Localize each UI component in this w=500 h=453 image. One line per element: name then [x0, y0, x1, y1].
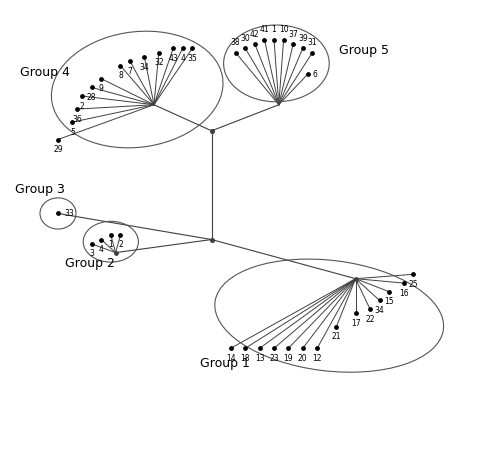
Text: 17: 17	[351, 319, 360, 328]
Point	[169, 44, 177, 52]
Point	[68, 119, 76, 126]
Text: Group 2: Group 2	[65, 257, 115, 270]
Point	[112, 249, 120, 256]
Text: 3: 3	[89, 249, 94, 258]
Text: 4: 4	[180, 54, 185, 63]
Point	[88, 240, 96, 247]
Point	[352, 275, 360, 282]
Text: 1: 1	[272, 25, 276, 34]
Text: 30: 30	[240, 34, 250, 43]
Text: 37: 37	[288, 29, 298, 39]
Text: 34: 34	[140, 63, 149, 72]
Point	[270, 345, 278, 352]
Point	[88, 84, 96, 91]
Text: 7: 7	[128, 67, 132, 76]
Point	[352, 310, 360, 317]
Point	[366, 305, 374, 313]
Text: Group 4: Group 4	[20, 66, 70, 79]
Text: 19: 19	[284, 354, 293, 363]
Text: 5: 5	[70, 128, 75, 137]
Point	[179, 44, 187, 52]
Text: 25: 25	[408, 280, 418, 289]
Text: 9: 9	[99, 84, 103, 93]
Text: 14: 14	[226, 354, 235, 363]
Text: 20: 20	[298, 354, 308, 363]
Text: 39: 39	[298, 34, 308, 43]
Point	[155, 49, 163, 56]
Point	[409, 271, 417, 278]
Point	[280, 36, 287, 43]
Point	[208, 236, 216, 243]
Point	[304, 71, 312, 78]
Point	[188, 44, 196, 52]
Point	[284, 345, 292, 352]
Text: 13: 13	[255, 354, 264, 363]
Point	[208, 127, 216, 135]
Point	[241, 345, 249, 352]
Text: 38: 38	[231, 39, 240, 47]
Text: 2: 2	[80, 101, 84, 111]
Point	[107, 231, 115, 239]
Point	[54, 210, 62, 217]
Text: Group 3: Group 3	[15, 183, 64, 196]
Text: 21: 21	[332, 332, 341, 341]
Point	[256, 345, 264, 352]
Point	[54, 136, 62, 143]
Text: 31: 31	[308, 39, 317, 47]
Text: Group 1: Group 1	[200, 357, 250, 370]
Point	[97, 75, 105, 82]
Text: 29: 29	[53, 145, 63, 154]
Point	[251, 40, 259, 48]
Text: 23: 23	[269, 354, 279, 363]
Point	[232, 49, 239, 56]
Point	[116, 62, 124, 69]
Text: 28: 28	[87, 93, 97, 102]
Text: 4: 4	[99, 245, 103, 254]
Text: 36: 36	[72, 115, 82, 124]
Text: 6: 6	[312, 70, 318, 79]
Point	[73, 106, 81, 113]
Text: 34: 34	[374, 306, 384, 315]
Text: 12: 12	[312, 354, 322, 363]
Point	[385, 288, 393, 295]
Point	[241, 44, 249, 52]
Text: 43: 43	[168, 54, 178, 63]
Text: 18: 18	[240, 354, 250, 363]
Text: 15: 15	[384, 297, 394, 306]
Point	[227, 345, 235, 352]
Text: 35: 35	[188, 54, 198, 63]
Point	[78, 92, 86, 100]
Point	[116, 231, 124, 239]
Point	[270, 36, 278, 43]
Text: 32: 32	[154, 58, 164, 67]
Point	[299, 44, 307, 52]
Point	[332, 323, 340, 330]
Point	[313, 345, 321, 352]
Point	[140, 53, 148, 61]
Point	[376, 297, 384, 304]
Text: 42: 42	[250, 29, 260, 39]
Point	[299, 345, 307, 352]
Point	[260, 36, 268, 43]
Text: 33: 33	[64, 209, 74, 218]
Text: Group 5: Group 5	[339, 44, 389, 57]
Text: 16: 16	[399, 289, 408, 298]
Text: 10: 10	[279, 25, 288, 34]
Text: 1: 1	[108, 241, 113, 250]
Point	[308, 49, 316, 56]
Point	[126, 58, 134, 65]
Point	[97, 236, 105, 243]
Point	[289, 40, 297, 48]
Text: 41: 41	[260, 25, 269, 34]
Text: 8: 8	[118, 71, 123, 80]
Text: 2: 2	[118, 241, 123, 250]
Point	[400, 280, 407, 287]
Text: 22: 22	[365, 315, 375, 324]
